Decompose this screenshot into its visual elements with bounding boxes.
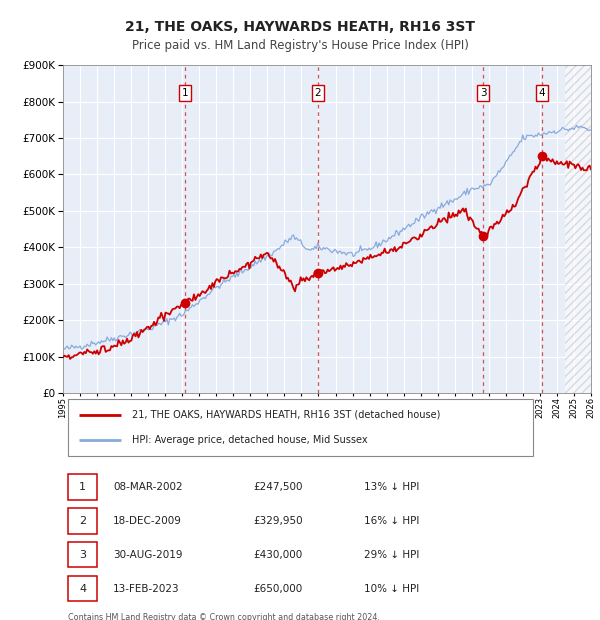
Text: £650,000: £650,000 bbox=[253, 583, 302, 593]
Text: 30-AUG-2019: 30-AUG-2019 bbox=[113, 550, 182, 560]
Text: Price paid vs. HM Land Registry's House Price Index (HPI): Price paid vs. HM Land Registry's House … bbox=[131, 39, 469, 51]
Text: 4: 4 bbox=[79, 583, 86, 593]
Text: 3: 3 bbox=[480, 88, 487, 98]
Text: 2: 2 bbox=[314, 88, 321, 98]
Text: £430,000: £430,000 bbox=[253, 550, 302, 560]
Text: 10% ↓ HPI: 10% ↓ HPI bbox=[364, 583, 419, 593]
Text: 29% ↓ HPI: 29% ↓ HPI bbox=[364, 550, 419, 560]
Text: 13% ↓ HPI: 13% ↓ HPI bbox=[364, 482, 419, 492]
FancyBboxPatch shape bbox=[68, 474, 97, 500]
Text: Contains HM Land Registry data © Crown copyright and database right 2024.
This d: Contains HM Land Registry data © Crown c… bbox=[68, 613, 380, 620]
Text: 1: 1 bbox=[79, 482, 86, 492]
Text: 21, THE OAKS, HAYWARDS HEATH, RH16 3ST: 21, THE OAKS, HAYWARDS HEATH, RH16 3ST bbox=[125, 20, 475, 33]
Text: 08-MAR-2002: 08-MAR-2002 bbox=[113, 482, 183, 492]
Text: £329,950: £329,950 bbox=[253, 516, 303, 526]
Text: HPI: Average price, detached house, Mid Sussex: HPI: Average price, detached house, Mid … bbox=[131, 435, 367, 445]
FancyBboxPatch shape bbox=[68, 542, 97, 567]
Text: 16% ↓ HPI: 16% ↓ HPI bbox=[364, 516, 419, 526]
Text: 4: 4 bbox=[539, 88, 545, 98]
Text: 3: 3 bbox=[79, 550, 86, 560]
Text: 21, THE OAKS, HAYWARDS HEATH, RH16 3ST (detached house): 21, THE OAKS, HAYWARDS HEATH, RH16 3ST (… bbox=[131, 410, 440, 420]
Text: £247,500: £247,500 bbox=[253, 482, 302, 492]
FancyBboxPatch shape bbox=[68, 508, 97, 534]
FancyBboxPatch shape bbox=[68, 399, 533, 456]
Text: 2: 2 bbox=[79, 516, 86, 526]
FancyBboxPatch shape bbox=[68, 576, 97, 601]
Text: 1: 1 bbox=[182, 88, 188, 98]
Text: 18-DEC-2009: 18-DEC-2009 bbox=[113, 516, 182, 526]
Text: 13-FEB-2023: 13-FEB-2023 bbox=[113, 583, 180, 593]
